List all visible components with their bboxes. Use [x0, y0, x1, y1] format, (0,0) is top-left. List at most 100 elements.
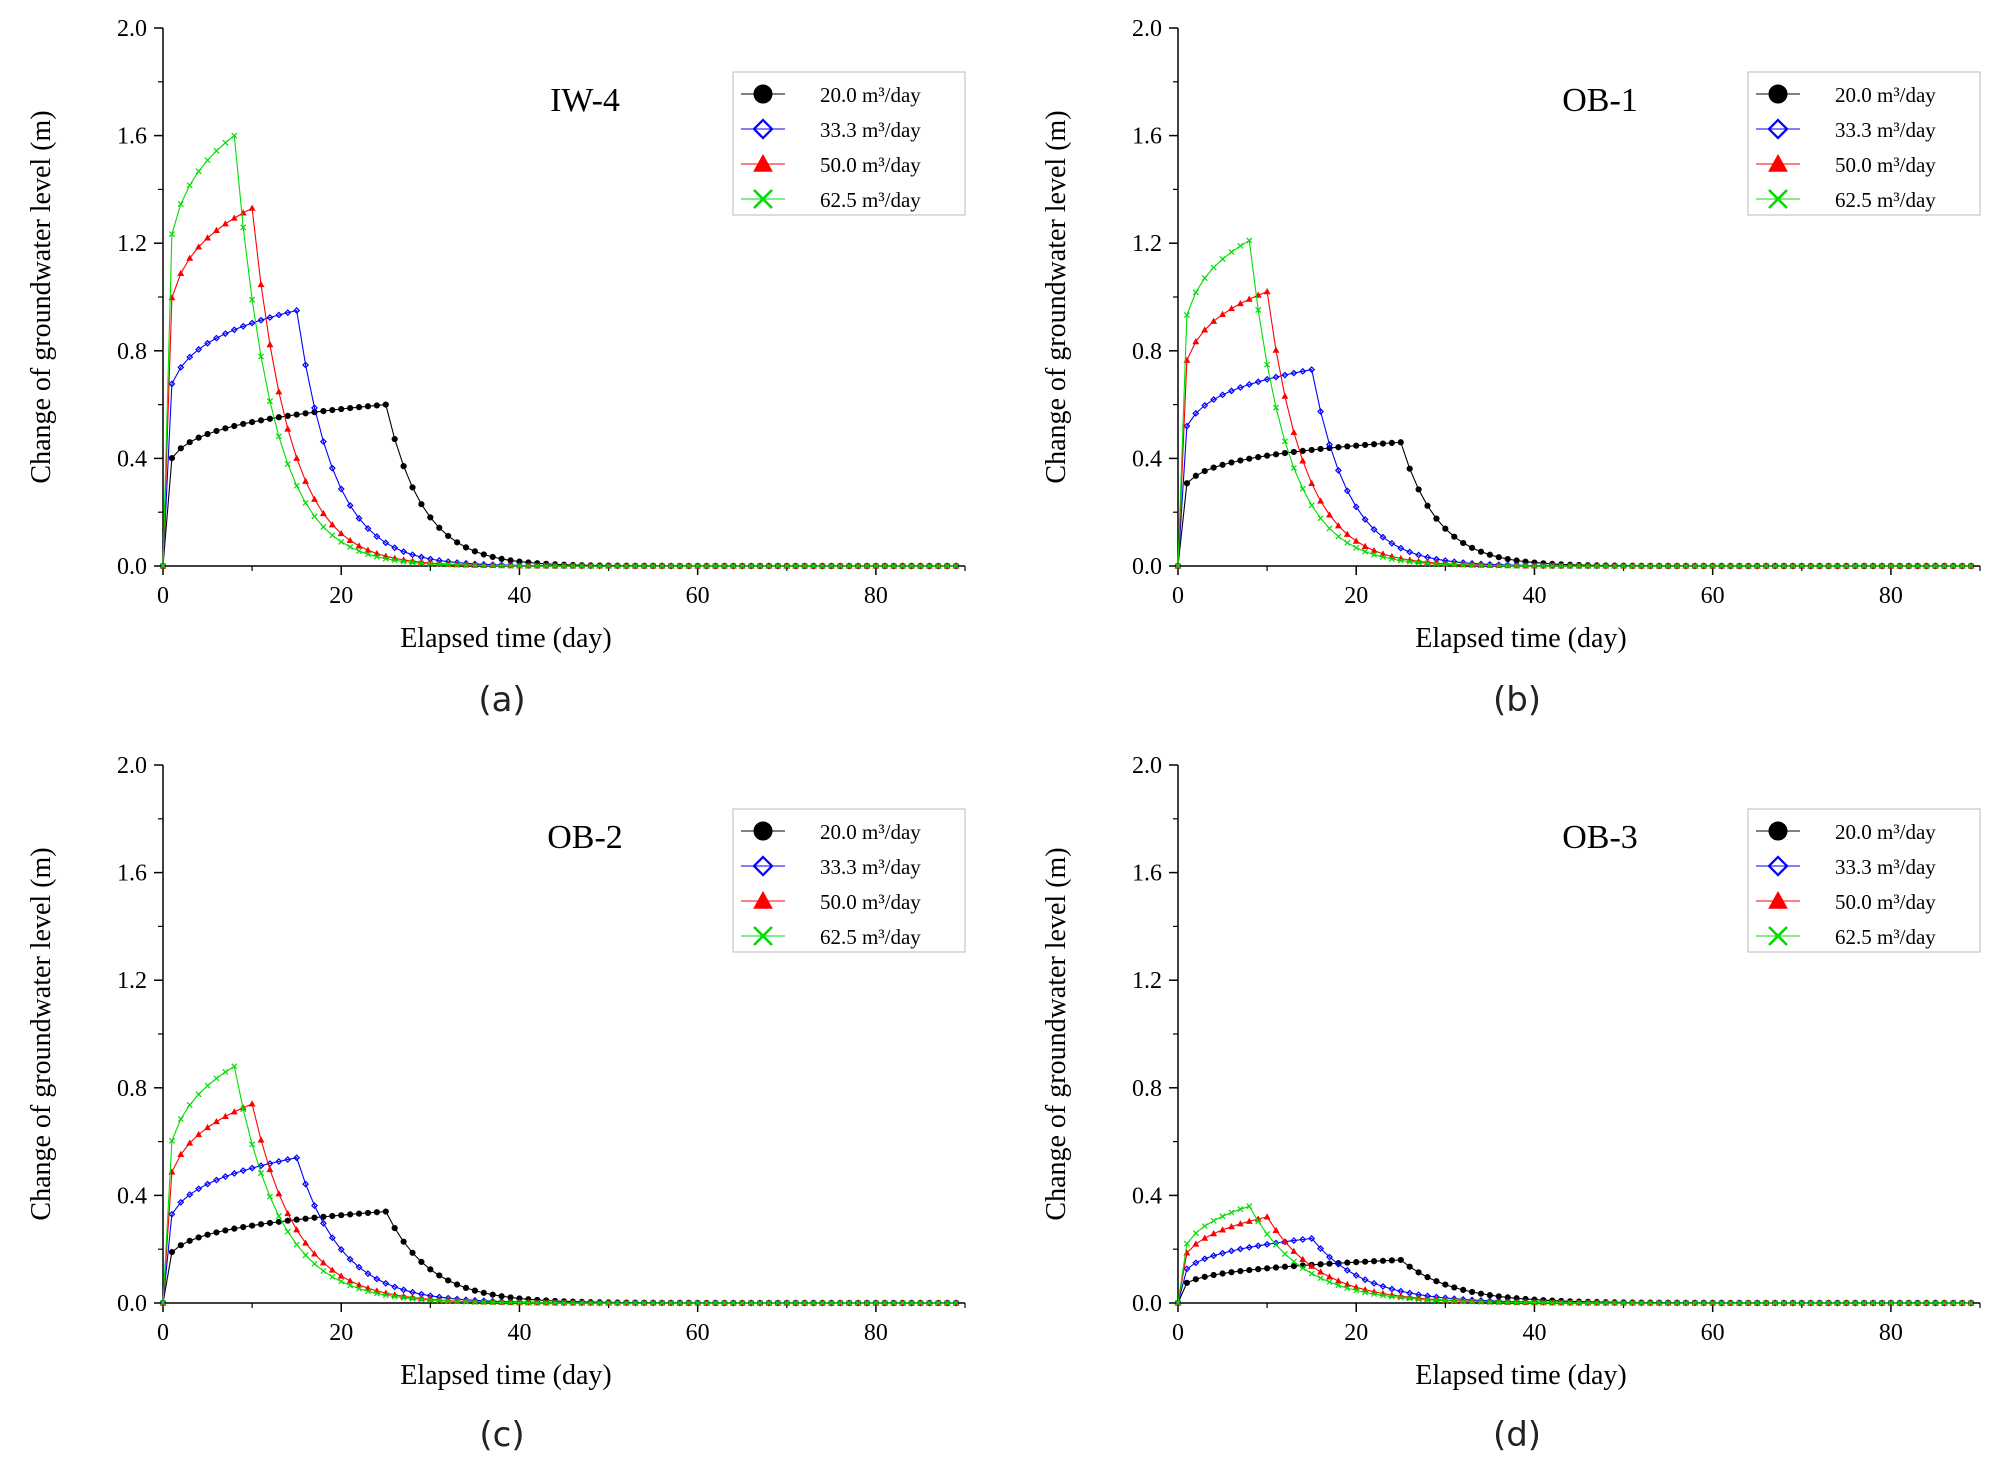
data-point — [1326, 441, 1333, 448]
data-point — [685, 1299, 692, 1307]
data-point — [311, 404, 318, 412]
data-point — [1851, 1299, 1859, 1307]
data-point — [578, 1299, 585, 1306]
data-point — [1486, 1298, 1493, 1306]
data-point — [213, 226, 220, 233]
data-point — [1290, 428, 1298, 436]
data-point — [1629, 562, 1636, 570]
x-tick-label: 40 — [1522, 583, 1546, 609]
data-point — [863, 562, 871, 570]
data-point — [1299, 457, 1307, 464]
data-point — [1210, 1229, 1218, 1237]
data-point — [596, 562, 603, 570]
data-point — [1415, 1296, 1422, 1303]
data-point — [1254, 378, 1262, 386]
data-point — [1469, 562, 1476, 569]
data-point — [890, 562, 898, 570]
data-point — [222, 425, 229, 432]
data-point — [1353, 544, 1360, 551]
data-point — [1905, 562, 1913, 570]
data-point — [1700, 562, 1707, 570]
data-point — [347, 543, 354, 551]
legend-label: 62.5 m³/day — [1835, 925, 1936, 949]
data-point — [293, 482, 300, 489]
data-point — [1281, 392, 1289, 399]
data-point — [1335, 1282, 1342, 1289]
data-point — [1415, 1269, 1422, 1276]
data-point — [828, 1299, 835, 1307]
data-point — [1326, 1279, 1333, 1286]
data-point — [355, 1281, 363, 1288]
data-point — [436, 561, 443, 568]
data-point — [1353, 1259, 1360, 1266]
data-point — [1174, 562, 1182, 570]
data-point — [801, 1299, 809, 1307]
data-point — [1237, 242, 1244, 249]
data-point — [311, 1214, 318, 1221]
data-point — [1343, 530, 1351, 537]
data-point — [543, 1299, 550, 1306]
data-point — [1727, 562, 1734, 570]
data-point — [640, 562, 648, 570]
data-point — [729, 1299, 737, 1307]
data-point — [818, 562, 826, 570]
data-point — [1735, 1299, 1743, 1307]
data-point — [1397, 557, 1404, 564]
chart-panel: 0.0 0.4 0.8 1.2 1.6 2.0 0 20 40 60 80 Elapsed time … — [1041, 16, 1981, 720]
data-point — [641, 562, 648, 570]
data-point — [1352, 1283, 1360, 1290]
data-point — [1245, 381, 1253, 388]
y-tick-label: 0.0 — [1132, 1291, 1162, 1317]
data-point — [1210, 396, 1218, 403]
data-point — [427, 1266, 434, 1273]
data-point — [1219, 391, 1227, 399]
data-point — [827, 1299, 835, 1307]
data-point — [1860, 1299, 1868, 1307]
data-point — [213, 1229, 220, 1236]
data-point — [1219, 1270, 1226, 1277]
data-point — [1673, 562, 1681, 570]
data-point — [1210, 264, 1217, 271]
data-point — [837, 562, 844, 570]
data-point — [1237, 1268, 1244, 1275]
data-point — [195, 1091, 202, 1098]
data-point — [302, 477, 310, 484]
data-point — [1682, 1299, 1689, 1307]
data-point — [1353, 442, 1360, 449]
data-point — [765, 1299, 773, 1307]
x-tick-label: 40 — [507, 1320, 531, 1346]
data-point — [1263, 287, 1271, 295]
data-point — [1442, 1281, 1449, 1288]
series-line — [162, 1210, 957, 1304]
data-point — [667, 1299, 675, 1307]
data-point — [1183, 422, 1191, 430]
data-point — [872, 562, 879, 570]
data-point — [1406, 1263, 1413, 1270]
data-point — [337, 529, 345, 537]
data-point — [462, 562, 470, 569]
data-point — [1290, 1258, 1297, 1265]
data-point — [516, 562, 523, 569]
data-point — [748, 562, 755, 570]
data-point — [614, 1299, 621, 1306]
data-point — [552, 1299, 559, 1306]
legend-item: 20.0 m³/day — [741, 820, 921, 844]
data-point — [249, 418, 256, 426]
data-point — [1798, 1299, 1806, 1307]
data-point — [409, 559, 416, 566]
data-point — [436, 1272, 443, 1279]
data-point — [596, 1299, 603, 1306]
data-point — [1362, 1289, 1369, 1296]
legend-item: 62.5 m³/day — [741, 188, 921, 212]
y-tick-label: 2.0 — [1132, 16, 1162, 42]
data-point — [1335, 444, 1342, 451]
data-series — [1174, 287, 1975, 569]
data-point — [1878, 562, 1886, 570]
data-point — [1638, 562, 1645, 570]
y-tick-label: 1.6 — [1132, 124, 1162, 150]
data-point — [1744, 562, 1752, 570]
data-point — [418, 1296, 425, 1303]
data-point — [1896, 1299, 1904, 1307]
data-point — [1433, 1278, 1440, 1285]
data-point — [926, 1299, 933, 1307]
